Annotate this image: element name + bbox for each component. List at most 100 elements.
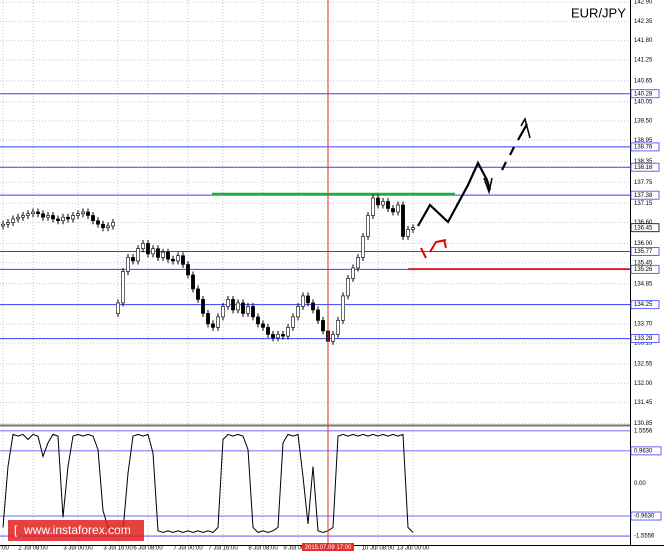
osc-tick-label: 0.00 (634, 481, 646, 487)
candle-body (266, 327, 270, 335)
y-tick-label: 137.15 (634, 201, 653, 207)
candle-body (396, 204, 400, 213)
x-tick-label: 7 Jul 16:00 (208, 546, 238, 551)
level-label-box (630, 264, 660, 274)
y-tick-label: 142.35 (634, 19, 653, 25)
y-tick-label: 140.05 (634, 99, 653, 105)
candle-body (91, 215, 95, 222)
candle-body (226, 299, 230, 307)
level-label-box (630, 142, 660, 152)
candle-body (411, 227, 415, 230)
osc-label-box (630, 446, 662, 456)
candle-body (166, 251, 170, 260)
candle-body (46, 215, 50, 218)
forecast-arrowhead (520, 117, 531, 139)
chart-title: EUR/JPY (571, 5, 626, 20)
oscillator (0, 430, 630, 537)
level-label-box (630, 247, 660, 256)
candle-body (6, 222, 10, 225)
candle-body (161, 251, 165, 258)
watermark-bracket: [ (14, 523, 18, 537)
y-tick-label: 132.00 (634, 381, 653, 387)
candle-body (66, 216, 70, 220)
candle-body (256, 316, 260, 325)
grid (0, 0, 630, 545)
level-label-box (630, 334, 660, 344)
watermark-box (8, 520, 144, 541)
y-tick-label: 133.15 (634, 341, 653, 347)
candle-body (126, 257, 130, 272)
candle-body (11, 218, 15, 223)
last-price-box (630, 223, 660, 233)
candle-body (171, 258, 175, 262)
level-label: 134.25 (634, 302, 653, 308)
candle-body (301, 295, 305, 307)
candle-body (276, 334, 280, 339)
candle-body (146, 243, 150, 255)
x-tick-label: 13 Jul 00:00 (397, 546, 430, 551)
y-tick-label: 130.85 (634, 421, 653, 427)
candle-body (231, 299, 235, 311)
candle-body (406, 229, 410, 237)
candle-body (246, 306, 250, 314)
candle-body (61, 216, 65, 222)
candle-body (251, 306, 255, 318)
osc-label-box (631, 532, 661, 541)
candle-body (386, 201, 390, 209)
y-tick-label: 141.25 (634, 57, 653, 63)
x-tick-label: 3 Jul 00:00 (63, 546, 93, 551)
x-tick-label: 6 Jul 08:00 (133, 546, 163, 551)
x-tick-label: 3 Jul 16:00 (103, 546, 133, 551)
level-label: 140.28 (634, 91, 653, 97)
candle-body (381, 201, 385, 206)
candle-body (106, 225, 110, 229)
level-label: 135.26 (634, 267, 653, 273)
candle-body (101, 223, 105, 229)
candle-body (311, 302, 315, 311)
level-label-box (630, 89, 660, 99)
candle-body (41, 213, 45, 218)
candle-body (136, 248, 140, 262)
y-tick-label: 142.90 (634, 0, 653, 6)
candle-body (51, 215, 55, 220)
osc-tick-label: -1.5556 (634, 534, 655, 540)
candle-body (111, 222, 115, 227)
y-tick-label: 141.80 (634, 38, 653, 44)
candle-body (141, 243, 145, 250)
candle-body (371, 197, 375, 216)
level-label-box (630, 300, 660, 310)
y-tick-label: 133.70 (634, 321, 653, 327)
x-tick-label: 9 Jul 00:00 (283, 546, 313, 551)
candle-body (221, 306, 225, 318)
y-tick-label: 134.85 (634, 281, 653, 287)
level-label: 133.28 (634, 336, 653, 342)
candle-body (316, 309, 320, 321)
candle-body (236, 302, 240, 311)
candle-body (346, 278, 350, 297)
y-tick-label: 139.50 (634, 119, 653, 125)
y-tick-label: 140.65 (634, 78, 653, 84)
level-label: 135.77 (634, 249, 653, 255)
candle-body (56, 218, 60, 222)
candle-body (261, 323, 265, 328)
osc-tick-label: 1.5556 (634, 428, 653, 434)
y-tick-label: 136.00 (634, 241, 653, 247)
candle-body (291, 316, 295, 328)
forecast-alt (420, 239, 447, 259)
y-tick-label: 132.55 (634, 362, 653, 368)
candle-body (36, 211, 40, 215)
level-label: 138.18 (634, 165, 653, 171)
candle-body (216, 316, 220, 328)
y-tick-label: 131.45 (634, 400, 653, 406)
forecast-dashed (501, 123, 528, 171)
candle-body (191, 274, 195, 290)
candle-body (201, 299, 205, 314)
candle-body (351, 267, 355, 279)
candle-body (1, 223, 5, 227)
candle-body (376, 197, 380, 206)
candle-body (196, 288, 200, 300)
osc-label-box (630, 511, 662, 521)
candle-body (341, 295, 345, 321)
level-label-box (630, 162, 660, 172)
